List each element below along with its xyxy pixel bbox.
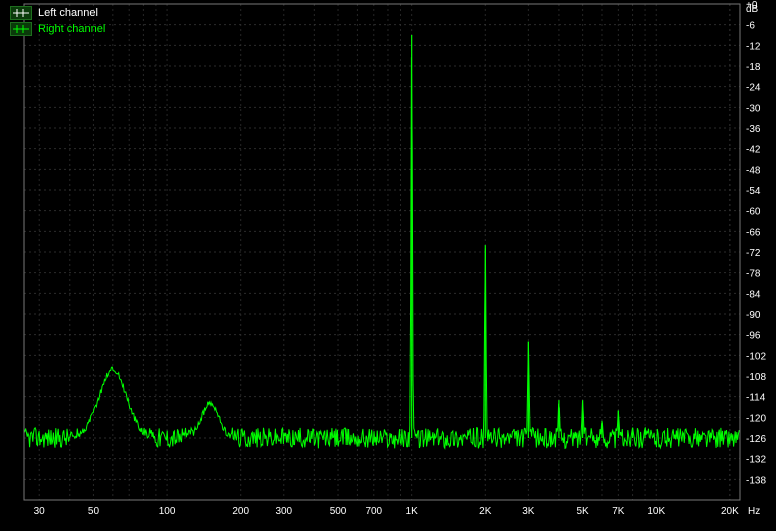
svg-text:-66: -66	[746, 227, 761, 238]
svg-text:-84: -84	[746, 289, 761, 300]
legend-label-left: Left channel	[38, 7, 98, 19]
svg-text:Hz: Hz	[748, 506, 760, 517]
svg-text:-78: -78	[746, 269, 761, 280]
svg-text:-132: -132	[746, 455, 766, 466]
svg-text:-72: -72	[746, 248, 761, 259]
svg-text:50: 50	[88, 506, 100, 517]
svg-text:-90: -90	[746, 310, 761, 321]
svg-text:-36: -36	[746, 124, 761, 135]
svg-text:300: 300	[275, 506, 292, 517]
legend-label-right: Right channel	[38, 23, 105, 35]
svg-text:-6: -6	[746, 21, 755, 32]
svg-text:500: 500	[330, 506, 347, 517]
legend-item-right: Right channel	[10, 22, 105, 36]
svg-text:-18: -18	[746, 62, 761, 73]
svg-text:-54: -54	[746, 186, 761, 197]
svg-text:-24: -24	[746, 83, 761, 94]
spectrum-chart: dB+0-6-12-18-24-30-36-42-48-54-60-66-72-…	[0, 0, 776, 526]
svg-text:-30: -30	[746, 103, 761, 114]
svg-text:-120: -120	[746, 413, 766, 424]
svg-text:-96: -96	[746, 331, 761, 342]
svg-text:30: 30	[34, 506, 46, 517]
svg-text:1K: 1K	[406, 506, 419, 517]
svg-text:3K: 3K	[522, 506, 535, 517]
svg-text:-102: -102	[746, 351, 766, 362]
svg-text:2K: 2K	[479, 506, 492, 517]
svg-text:7K: 7K	[612, 506, 625, 517]
svg-text:700: 700	[365, 506, 382, 517]
svg-text:-48: -48	[746, 165, 761, 176]
svg-text:-114: -114	[746, 393, 766, 404]
legend-swatch-left	[10, 6, 32, 20]
svg-text:-126: -126	[746, 434, 766, 445]
svg-text:10K: 10K	[647, 506, 665, 517]
legend-item-left: Left channel	[10, 6, 105, 20]
svg-text:-12: -12	[746, 41, 761, 52]
svg-text:200: 200	[232, 506, 249, 517]
svg-text:-108: -108	[746, 372, 766, 383]
svg-text:100: 100	[159, 506, 176, 517]
chart-svg: dB+0-6-12-18-24-30-36-42-48-54-60-66-72-…	[0, 0, 776, 526]
legend-swatch-right	[10, 22, 32, 36]
svg-text:20K: 20K	[721, 506, 739, 517]
svg-text:-138: -138	[746, 475, 766, 486]
svg-text:+0: +0	[746, 0, 758, 11]
svg-text:-42: -42	[746, 145, 761, 156]
svg-text:-60: -60	[746, 207, 761, 218]
svg-text:5K: 5K	[577, 506, 590, 517]
legend: Left channel Right channel	[10, 6, 105, 36]
